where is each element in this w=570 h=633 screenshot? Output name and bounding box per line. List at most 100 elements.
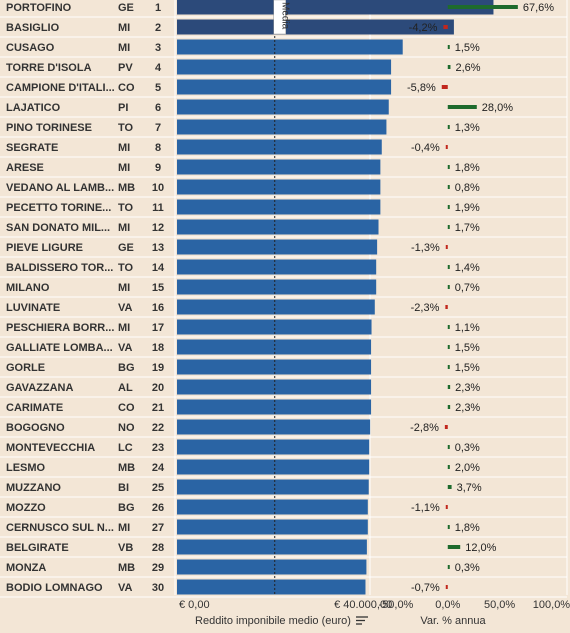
reddito-bar[interactable] xyxy=(177,159,381,175)
variazione-bar[interactable] xyxy=(445,585,448,589)
rank-label: 1 xyxy=(155,2,161,14)
variazione-bar[interactable] xyxy=(445,505,448,509)
provincia-label: MI xyxy=(118,142,130,154)
variazione-bar[interactable] xyxy=(445,245,448,249)
variazione-bar[interactable] xyxy=(447,285,450,289)
variazione-bar[interactable] xyxy=(447,325,450,329)
table-row: SEGRATE MI 8 -0,4% xyxy=(6,139,448,155)
reddito-bar[interactable] xyxy=(177,539,367,555)
reddito-bar[interactable] xyxy=(177,279,377,295)
variazione-bar[interactable] xyxy=(447,265,450,269)
reddito-bar[interactable] xyxy=(177,239,378,255)
variazione-bar[interactable] xyxy=(447,485,452,489)
reddito-bar[interactable] xyxy=(177,199,381,215)
table-row: ARESE MI 9 1,8% xyxy=(6,159,480,175)
variazione-bar[interactable] xyxy=(447,205,450,209)
table-row: LUVINATE VA 16 -2,3% xyxy=(6,299,448,315)
chart-axes: € 0,00 € 40.000,00 Reddito imponibile medi… xyxy=(179,599,570,627)
variazione-label: 0,8% xyxy=(455,182,480,194)
reddito-bar[interactable] xyxy=(177,39,403,55)
provincia-label: CO xyxy=(118,82,135,94)
variazione-bar[interactable] xyxy=(447,65,451,69)
variazione-label: 3,7% xyxy=(457,482,482,494)
provincia-label: BG xyxy=(118,362,135,374)
table-row: CAMPIONE D'ITALI... CO 5 -5,8% xyxy=(6,79,448,95)
comune-name: GAVAZZANA xyxy=(6,382,73,394)
variazione-label: -5,8% xyxy=(407,82,436,94)
variazione-bar[interactable] xyxy=(447,465,450,469)
reddito-bar[interactable] xyxy=(177,499,368,515)
reddito-bar[interactable] xyxy=(177,519,368,535)
table-row: VEDANO AL LAMB... MB 10 0,8% xyxy=(6,179,480,195)
reddito-bar[interactable] xyxy=(177,439,370,455)
rank-label: 20 xyxy=(152,382,164,394)
reddito-bar[interactable] xyxy=(177,319,372,335)
rank-label: 13 xyxy=(152,242,164,254)
reddito-bar[interactable] xyxy=(177,99,389,115)
reddito-bar[interactable] xyxy=(177,419,371,435)
reddito-bar[interactable] xyxy=(177,459,370,475)
variazione-bar[interactable] xyxy=(447,165,450,169)
variazione-bar[interactable] xyxy=(447,405,451,409)
reddito-tick-label: € 40.000,00 xyxy=(334,599,392,611)
variazione-bar[interactable] xyxy=(447,565,450,569)
reddito-bar[interactable] xyxy=(177,19,454,35)
reddito-bar[interactable] xyxy=(177,399,372,415)
variazione-bar[interactable] xyxy=(444,425,448,429)
comune-name: LUVINATE xyxy=(6,302,60,314)
variazione-bar[interactable] xyxy=(447,125,450,129)
reddito-bar[interactable] xyxy=(177,579,366,595)
comune-name: MILANO xyxy=(6,282,50,294)
chart-rows: PORTOFINO GE 1 67,6% BASIGLIO MI 2 -4,2% CUSAGO M… xyxy=(6,0,554,595)
provincia-label: VA xyxy=(118,302,133,314)
reddito-bar[interactable] xyxy=(177,299,375,315)
reddito-bar[interactable] xyxy=(177,119,387,135)
provincia-label: MI xyxy=(118,42,130,54)
reddito-bar[interactable] xyxy=(177,59,392,75)
reddito-bar[interactable] xyxy=(177,0,494,15)
reddito-bar[interactable] xyxy=(177,259,377,275)
variazione-bar[interactable] xyxy=(445,145,448,149)
reddito-bar[interactable] xyxy=(177,79,392,95)
rank-label: 26 xyxy=(152,502,164,514)
variazione-bar[interactable] xyxy=(447,345,450,349)
variazione-bar[interactable] xyxy=(447,385,451,389)
comune-name: MOZZO xyxy=(6,502,46,514)
variazione-bar[interactable] xyxy=(447,185,450,189)
variazione-label: 67,6% xyxy=(523,2,554,14)
variazione-bar[interactable] xyxy=(447,225,450,229)
reddito-bar[interactable] xyxy=(177,179,381,195)
reddito-bar[interactable] xyxy=(177,359,372,375)
reddito-bar[interactable] xyxy=(177,559,367,575)
reddito-bar[interactable] xyxy=(177,379,372,395)
provincia-label: MI xyxy=(118,282,130,294)
variazione-label: -1,3% xyxy=(411,242,440,254)
table-row: PIEVE LIGURE GE 13 -1,3% xyxy=(6,239,448,255)
provincia-label: VA xyxy=(118,582,133,594)
reddito-bar[interactable] xyxy=(177,479,369,495)
reddito-axis-title[interactable]: Reddito imponibile medio (euro) xyxy=(195,615,351,627)
comune-name: GORLE xyxy=(6,362,45,374)
variazione-bar[interactable] xyxy=(447,445,450,449)
variazione-bar[interactable] xyxy=(447,525,450,529)
variazione-bar[interactable] xyxy=(441,85,448,89)
variazione-tick-label: 100,0% xyxy=(533,599,570,611)
reddito-bar[interactable] xyxy=(177,219,379,235)
variazione-bar[interactable] xyxy=(447,105,477,109)
rank-label: 27 xyxy=(152,522,164,534)
table-row: BOGOGNO NO 22 -2,8% xyxy=(6,419,448,435)
variazione-bar[interactable] xyxy=(447,545,461,549)
rank-label: 30 xyxy=(152,582,164,594)
reddito-tick-label: € 0,00 xyxy=(179,599,210,611)
sort-icon[interactable] xyxy=(356,616,368,625)
comune-name: ARESE xyxy=(6,162,44,174)
variazione-bar[interactable] xyxy=(447,5,518,9)
reddito-bar[interactable] xyxy=(177,339,372,355)
variazione-bar[interactable] xyxy=(443,25,448,29)
variazione-bar[interactable] xyxy=(447,45,450,49)
variazione-bar[interactable] xyxy=(447,365,450,369)
table-row: LESMO MB 24 2,0% xyxy=(6,459,480,475)
variazione-bar[interactable] xyxy=(445,305,448,309)
reddito-bar[interactable] xyxy=(177,139,382,155)
